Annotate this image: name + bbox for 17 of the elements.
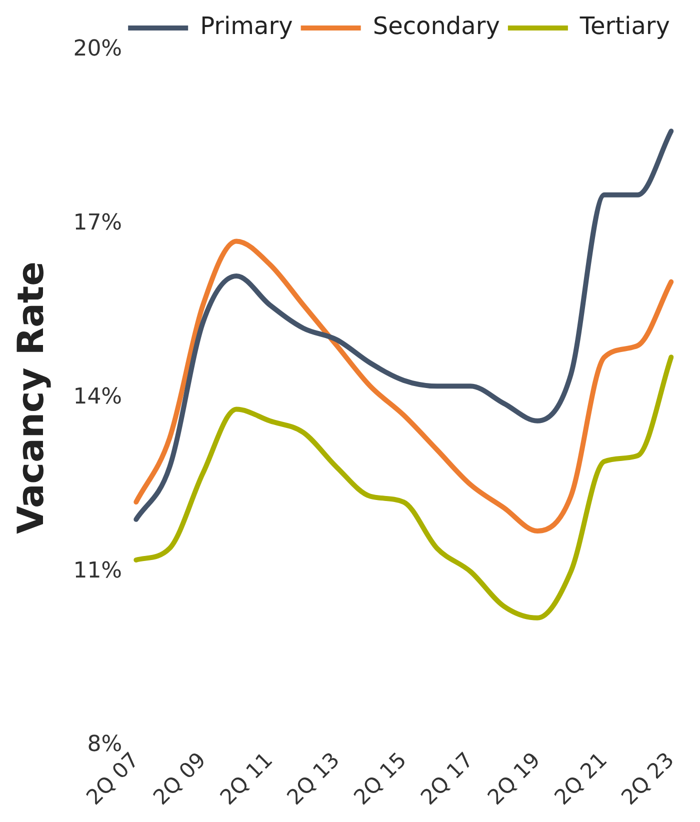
y-tick-label: 14% xyxy=(73,384,122,410)
x-tick-label: 2Q 23 xyxy=(616,748,679,810)
x-tick-label: 2Q 19 xyxy=(483,748,545,810)
x-tick-label: 2Q 13 xyxy=(282,748,344,810)
x-tick-label: 2Q 21 xyxy=(550,748,612,810)
x-tick-label: 2Q 15 xyxy=(349,748,412,810)
y-tick-label: 8% xyxy=(87,732,122,758)
x-tick-label: 2Q 11 xyxy=(216,748,278,810)
y-tick-label: 20% xyxy=(73,36,122,62)
y-tick-label: 11% xyxy=(73,558,122,584)
legend-label: Secondary xyxy=(372,12,500,40)
x-tick-label: 2Q 17 xyxy=(416,748,478,810)
legend-label: Tertiary xyxy=(578,12,670,40)
x-tick-label: 2Q 09 xyxy=(148,748,210,810)
y-tick-label: 17% xyxy=(73,210,122,236)
y-axis-title: Vacancy Rate xyxy=(10,261,52,534)
legend-label: Primary xyxy=(200,12,293,40)
